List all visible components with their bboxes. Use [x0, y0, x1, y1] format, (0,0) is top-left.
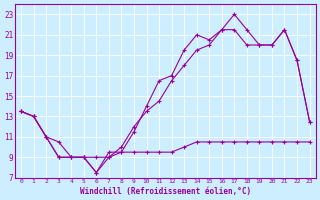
- X-axis label: Windchill (Refroidissement éolien,°C): Windchill (Refroidissement éolien,°C): [80, 187, 251, 196]
